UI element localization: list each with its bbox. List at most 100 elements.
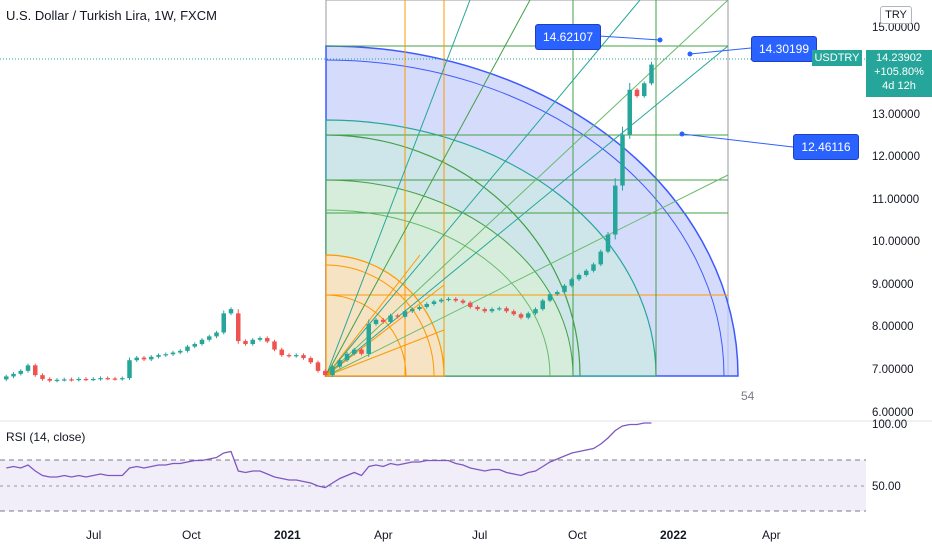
candle-body xyxy=(315,362,321,371)
candle-body xyxy=(576,275,582,280)
candle-body xyxy=(228,309,234,314)
callout-lower[interactable]: 12.46116 xyxy=(793,134,859,160)
callout-upper[interactable]: 14.62107 xyxy=(535,24,601,50)
rsi-tick-50: 50.00 xyxy=(872,481,901,493)
candle-body xyxy=(649,64,654,84)
candle-body xyxy=(25,365,31,371)
price-tick: 9.00000 xyxy=(872,279,914,291)
gann-arc-orange-2 xyxy=(325,264,435,377)
candle-body xyxy=(620,134,625,186)
callout-right[interactable]: 14.30199 xyxy=(751,36,817,62)
gann-fan-3 xyxy=(325,174,729,377)
candle-body xyxy=(83,378,89,381)
time-tick: Jul xyxy=(472,528,487,542)
candle-body xyxy=(199,339,205,345)
last-price-value: 14.23902 xyxy=(876,52,922,64)
gann-box[interactable] xyxy=(325,0,739,377)
candle-body xyxy=(47,378,52,381)
candle-body xyxy=(468,302,473,307)
candle-body xyxy=(279,349,284,356)
candle-body xyxy=(112,378,118,380)
candle-body xyxy=(526,313,531,318)
candle-body xyxy=(105,378,110,380)
rsi-indicator-label[interactable]: RSI (14, close) xyxy=(6,430,86,444)
gann-fan-4 xyxy=(325,0,641,377)
candle-body xyxy=(410,309,415,312)
candle-body xyxy=(569,279,574,286)
candle-body xyxy=(533,309,538,314)
candle-body xyxy=(453,298,458,301)
candle-body xyxy=(591,264,596,271)
candle-body xyxy=(352,349,357,354)
candle-body xyxy=(214,332,219,337)
gann-arc-orange-3 xyxy=(325,294,407,377)
gann-fan-6 xyxy=(325,45,729,377)
candle-body xyxy=(91,378,96,381)
pointer-line-upper xyxy=(598,35,661,41)
candle-body xyxy=(605,234,611,252)
candle-body xyxy=(627,89,632,135)
candle-body xyxy=(170,352,176,355)
gann-box-count: 54 xyxy=(741,389,755,403)
candle-body xyxy=(236,313,241,342)
candle-body xyxy=(439,299,444,302)
symbol-tag: USDTRY xyxy=(812,50,862,66)
time-axis: Jul Oct 2021 Apr Jul Oct 2022 Apr xyxy=(86,528,781,542)
candle-body xyxy=(475,306,480,310)
currency-badge[interactable]: TRY xyxy=(880,6,912,24)
candle-body xyxy=(149,356,154,360)
candle-body xyxy=(127,360,132,379)
chart-title[interactable]: U.S. Dollar / Turkish Lira, 1W, FXCM xyxy=(6,8,217,23)
pointer-line-right xyxy=(689,47,752,55)
candle-body xyxy=(402,311,408,317)
candles-group xyxy=(4,61,654,383)
candle-body xyxy=(178,350,183,353)
bar-countdown: 4d 12h xyxy=(882,80,916,92)
time-tick: 2022 xyxy=(660,528,687,542)
candle-body xyxy=(460,300,466,303)
candle-body xyxy=(366,324,371,354)
candle-body xyxy=(395,315,400,317)
candle-body xyxy=(511,311,516,315)
gann-fan-orange xyxy=(325,284,445,377)
candle-body xyxy=(323,370,328,376)
candle-body xyxy=(555,292,560,295)
pointer-dot-lower xyxy=(679,131,685,137)
candle-body xyxy=(518,314,524,318)
candle-body xyxy=(141,357,147,360)
candle-body xyxy=(388,315,393,322)
price-axis: 15.00000 13.00000 12.00000 11.00000 10.0… xyxy=(872,22,920,419)
candle-body xyxy=(547,294,553,301)
pointer-line-lower xyxy=(681,133,794,148)
candle-body xyxy=(134,357,139,361)
gann-arc-blue-inner xyxy=(325,59,725,377)
candle-body xyxy=(156,355,161,357)
gann-fan-orange-3 xyxy=(325,329,445,377)
candle-body xyxy=(613,185,618,235)
pointer-dot-right xyxy=(687,51,693,57)
candle-body xyxy=(301,355,306,359)
candle-body xyxy=(286,355,292,357)
candle-body xyxy=(207,336,212,340)
candle-body xyxy=(185,346,190,351)
candle-body xyxy=(120,378,125,380)
candle-body xyxy=(76,378,81,381)
candle-body xyxy=(294,355,299,357)
candle-body xyxy=(504,308,509,312)
candle-body xyxy=(381,319,386,322)
candle-body xyxy=(598,251,603,265)
candle-body xyxy=(221,313,226,333)
candle-body xyxy=(18,370,23,374)
candle-body xyxy=(257,338,263,340)
candle-body xyxy=(642,83,647,97)
candle-body xyxy=(431,301,437,304)
time-tick: Oct xyxy=(568,528,587,542)
price-tick: 6.00000 xyxy=(872,407,914,419)
rsi-tick-100: 100.00 xyxy=(872,419,907,431)
candle-body xyxy=(11,373,16,377)
gann-fan-1 xyxy=(325,0,531,377)
candle-body xyxy=(446,298,451,301)
candle-body xyxy=(265,338,270,342)
gann-fan-5 xyxy=(325,0,471,377)
